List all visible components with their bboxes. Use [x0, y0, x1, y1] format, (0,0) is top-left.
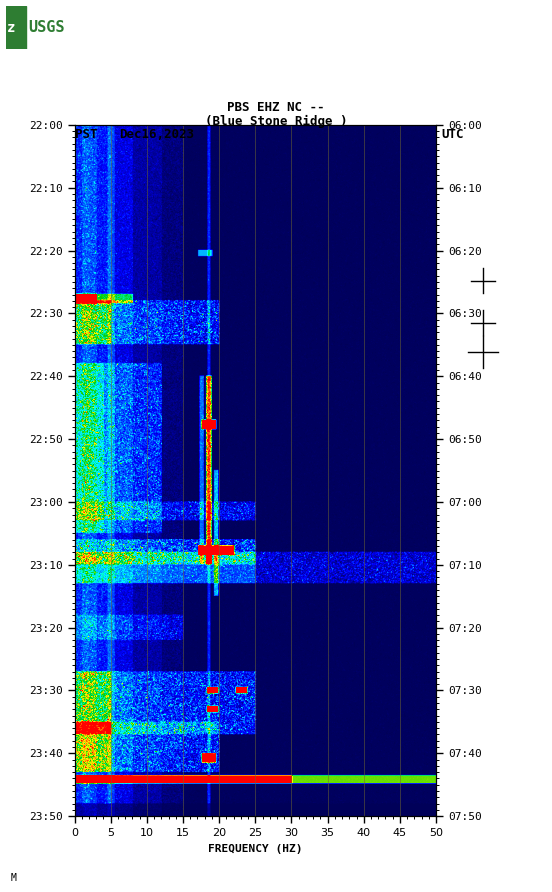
- Bar: [6, 6, 26, 49]
- Text: z: z: [7, 21, 15, 35]
- Text: PBS EHZ NC --: PBS EHZ NC --: [227, 101, 325, 114]
- Text: PST: PST: [75, 128, 97, 141]
- X-axis label: FREQUENCY (HZ): FREQUENCY (HZ): [208, 844, 302, 854]
- Text: M: M: [11, 873, 17, 883]
- Text: (Blue Stone Ridge ): (Blue Stone Ridge ): [205, 114, 347, 128]
- Text: USGS: USGS: [29, 21, 65, 35]
- Text: UTC: UTC: [442, 128, 464, 141]
- Text: Dec16,2023: Dec16,2023: [119, 128, 194, 141]
